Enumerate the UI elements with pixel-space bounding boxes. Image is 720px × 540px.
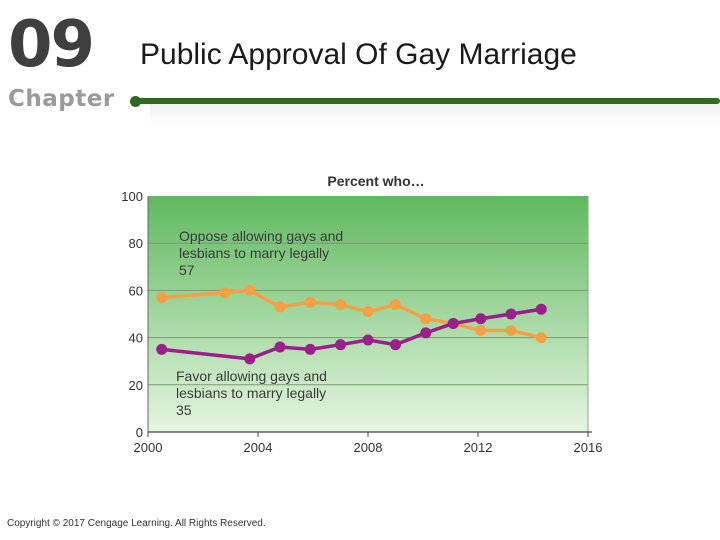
slide-title: Public Approval Of Gay Marriage <box>140 38 577 71</box>
title-rule-shadow <box>150 104 720 126</box>
favor-data-point <box>475 313 487 325</box>
chapter-label: Chapter <box>8 86 115 112</box>
oppose-data-point <box>475 325 487 337</box>
x-tick-label: 2008 <box>354 440 383 455</box>
oppose-data-point <box>156 291 168 303</box>
favor-annotation-line: Favor allowing gays and <box>176 368 327 384</box>
oppose-data-point <box>420 313 432 325</box>
favor-data-point <box>304 343 316 355</box>
y-tick-label: 20 <box>129 378 143 393</box>
y-tick-label: 40 <box>129 331 143 346</box>
favor-data-point <box>244 353 256 365</box>
favor-data-point <box>447 317 459 329</box>
favor-data-point <box>274 341 286 353</box>
favor-data-point <box>420 327 432 339</box>
oppose-data-point <box>219 287 231 299</box>
chart-title: Percent who… <box>327 173 424 189</box>
favor-data-point <box>390 339 401 351</box>
favor-data-point <box>335 339 346 351</box>
oppose-annotation-line: 57 <box>179 262 195 278</box>
y-tick-label: 100 <box>121 189 143 204</box>
oppose-data-point <box>362 306 374 318</box>
oppose-data-point <box>335 299 346 311</box>
y-tick-label: 80 <box>129 236 143 251</box>
favor-data-point <box>535 303 547 315</box>
favor-annotation-line: lesbians to marry legally <box>176 385 326 401</box>
x-tick-label: 2000 <box>134 440 163 455</box>
favor-annotation-line: 35 <box>176 402 192 418</box>
oppose-data-point <box>304 296 316 308</box>
favor-data-point <box>505 308 517 320</box>
favor-data-point <box>362 334 374 346</box>
title-rule <box>134 98 720 104</box>
y-tick-label: 60 <box>129 283 143 298</box>
x-tick-label: 2004 <box>244 440 273 455</box>
copyright-notice: Copyright © 2017 Cengage Learning. All R… <box>7 518 266 529</box>
oppose-annotation-line: lesbians to marry legally <box>179 245 329 261</box>
oppose-data-point <box>505 325 517 337</box>
oppose-data-point <box>390 299 401 311</box>
oppose-annotation-line: Oppose allowing gays and <box>179 228 343 244</box>
oppose-data-point <box>274 301 286 313</box>
title-rule-dot <box>130 96 141 107</box>
favor-data-point <box>156 343 168 355</box>
oppose-data-point <box>244 284 256 296</box>
oppose-data-point <box>535 332 547 344</box>
x-tick-label: 2016 <box>574 440 603 455</box>
chapter-number: 09 <box>8 8 95 82</box>
y-tick-label: 0 <box>136 425 143 440</box>
x-tick-label: 2012 <box>464 440 493 455</box>
